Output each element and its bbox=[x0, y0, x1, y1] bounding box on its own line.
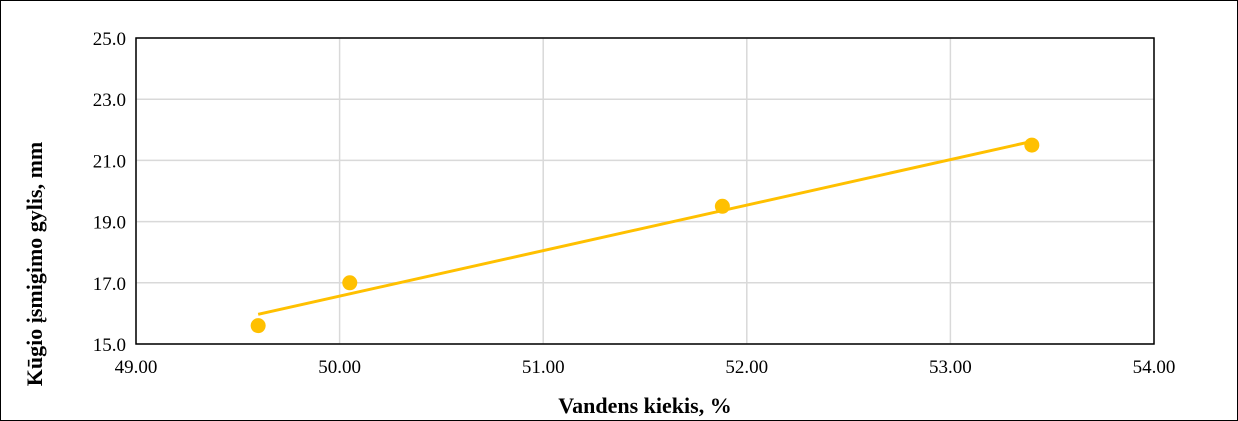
data-point bbox=[342, 275, 358, 291]
x-axis-ticks: 49.00 50.00 51.00 52.00 53.00 54.00 bbox=[115, 357, 1176, 378]
x-tick-label: 54.00 bbox=[1133, 357, 1176, 378]
y-axis-title: Kūgio įsmigimo gylis, mm bbox=[22, 142, 47, 386]
y-tick-label: 15.0 bbox=[93, 335, 126, 356]
trendline-group bbox=[257, 139, 1033, 316]
y-tick-label: 25.0 bbox=[93, 29, 126, 50]
x-tick-label: 53.00 bbox=[929, 357, 972, 378]
y-tick-label: 19.0 bbox=[93, 213, 126, 234]
plot-area bbox=[135, 37, 1155, 345]
y-tick-label: 23.0 bbox=[93, 90, 126, 111]
data-points bbox=[250, 137, 1040, 334]
x-tick-label: 49.00 bbox=[115, 357, 158, 378]
y-axis-ticks: 15.0 17.0 19.0 21.0 23.0 25.0 bbox=[93, 29, 126, 356]
data-point bbox=[250, 318, 266, 334]
data-point bbox=[714, 198, 730, 214]
x-tick-label: 51.00 bbox=[522, 357, 565, 378]
y-tick-label: 21.0 bbox=[93, 151, 126, 172]
data-point bbox=[1024, 137, 1040, 153]
gridlines bbox=[135, 37, 1155, 345]
x-tick-label: 50.00 bbox=[318, 357, 361, 378]
y-tick-label: 17.0 bbox=[93, 274, 126, 295]
x-tick-label: 52.00 bbox=[725, 357, 768, 378]
linear-trendline bbox=[257, 139, 1033, 316]
x-axis-title: Vandens kiekis, % bbox=[558, 393, 731, 418]
